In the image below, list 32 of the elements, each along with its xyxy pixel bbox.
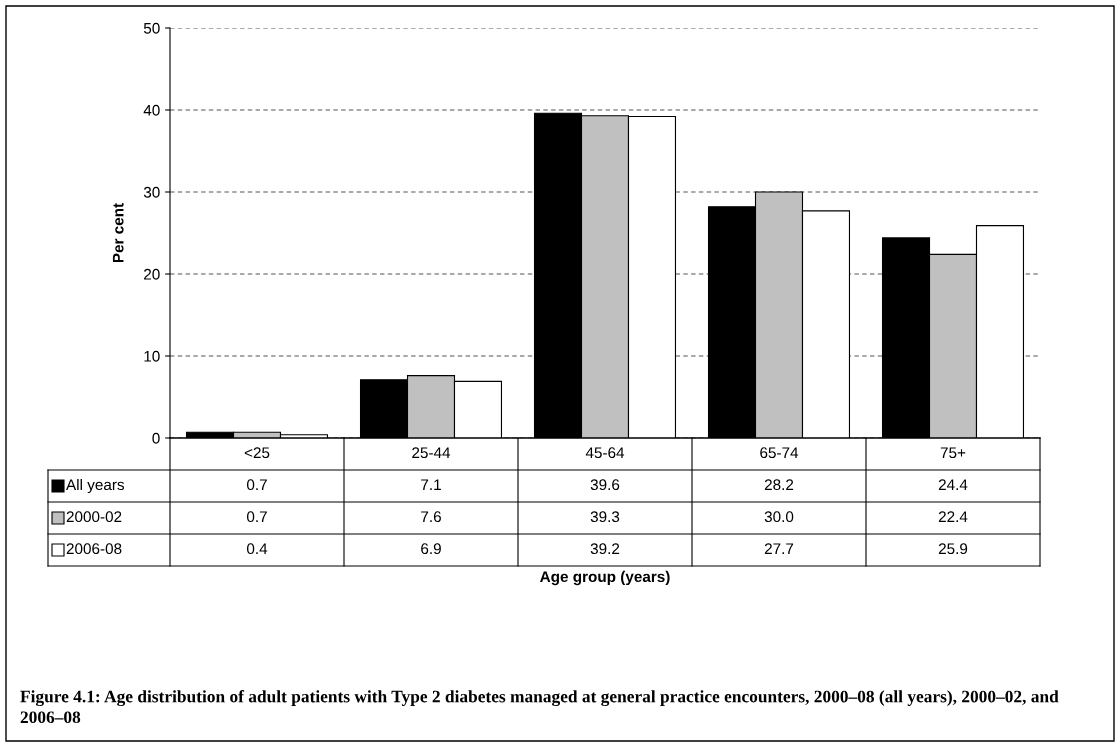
data-label: 22.4 — [938, 511, 968, 522]
y-axis-title: Per cent — [112, 203, 124, 263]
legend-label: All years — [66, 478, 125, 494]
data-label: 7.6 — [421, 511, 441, 523]
x-tick-label: 25-44 — [412, 447, 451, 459]
data-label: 28.2 — [764, 479, 794, 491]
x-tick-label: <25 — [244, 447, 270, 459]
data-label: 27.7 — [764, 543, 794, 554]
y-tick-label: 10 — [144, 350, 160, 362]
data-label: 0.7 — [246, 479, 267, 491]
data-label: 39.3 — [590, 511, 620, 523]
x-tick-label: 75+ — [940, 447, 966, 459]
legend-label: 2000-02 — [66, 511, 122, 523]
x-tick-label: 45-64 — [585, 447, 625, 459]
data-label: 6.9 — [421, 543, 441, 555]
data-label: 0.7 — [246, 511, 267, 523]
y-tick-label: 20 — [144, 268, 160, 280]
legend-label: 2006-08 — [66, 543, 122, 555]
x-tick-label: 65-74 — [760, 447, 799, 459]
y-tick-label: 40 — [143, 104, 160, 116]
data-label: 39.6 — [590, 479, 620, 491]
data-label: 30.0 — [764, 511, 794, 523]
data-label: 25.9 — [938, 543, 968, 555]
text: Age group (years) — [540, 570, 670, 586]
data-label: 39.2 — [590, 543, 620, 555]
y-tick-label: 0 — [152, 432, 160, 444]
text: Figure 4.1: Age distribution of adult patients with Type 2 diabetes managed at general practice encounters, 2000–08 (all years), 2000–02, and 2006–08 — [20, 690, 1059, 724]
data-label: 0.4 — [246, 543, 268, 555]
y-tick-label: 50 — [143, 22, 160, 34]
data-label: 7.1 — [421, 479, 441, 490]
data-label: 24.4 — [938, 479, 968, 490]
y-tick-label: 30 — [143, 186, 160, 198]
